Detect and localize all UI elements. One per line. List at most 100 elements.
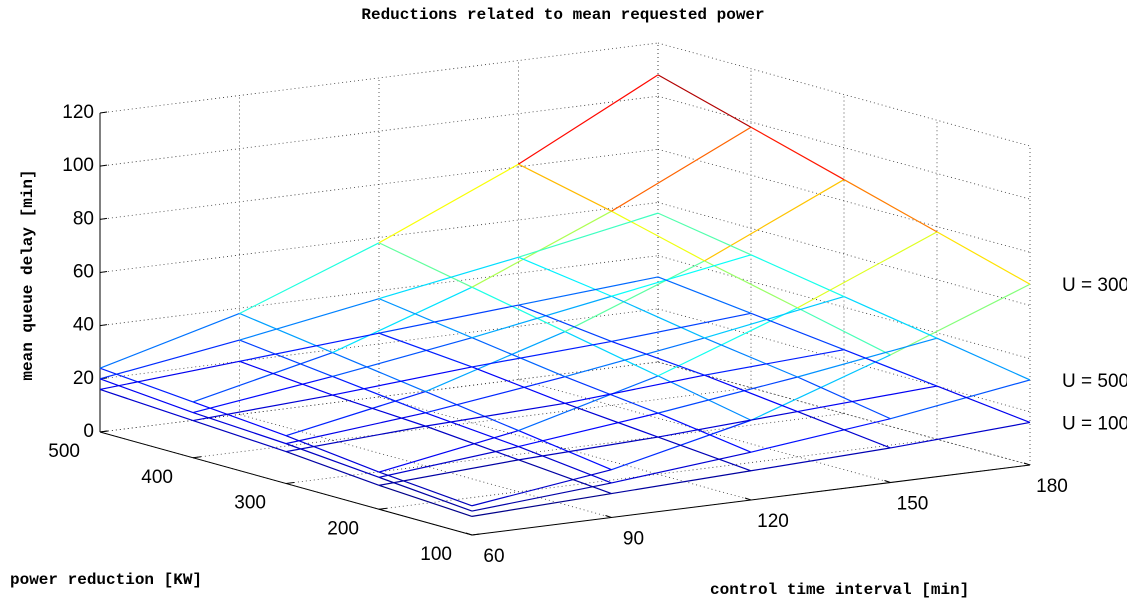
mesh-edge bbox=[704, 295, 845, 339]
mesh-edge bbox=[518, 430, 612, 471]
mesh-edge bbox=[750, 254, 845, 298]
mesh-edge bbox=[704, 337, 798, 378]
mesh-edge bbox=[797, 410, 891, 449]
mesh-edge bbox=[750, 447, 891, 472]
mesh-edge bbox=[518, 436, 659, 461]
z-tick-label: 120 bbox=[62, 102, 94, 123]
y-tick bbox=[378, 507, 388, 510]
mesh-edge bbox=[471, 340, 612, 368]
mesh-edge bbox=[704, 374, 798, 413]
mesh-edge bbox=[704, 179, 845, 262]
mesh-edge bbox=[611, 470, 752, 495]
mesh-edge bbox=[518, 412, 659, 448]
mesh-edge bbox=[843, 179, 938, 233]
mesh-edge bbox=[332, 337, 473, 378]
mesh-edge bbox=[936, 337, 1031, 381]
mesh-edge bbox=[192, 401, 287, 437]
mesh-edge bbox=[564, 337, 705, 378]
grid-line bbox=[192, 387, 752, 459]
mesh-edge bbox=[192, 419, 287, 453]
mesh-edge bbox=[518, 256, 612, 297]
mesh-edge bbox=[378, 304, 519, 334]
y-tick bbox=[471, 533, 481, 536]
mesh-edge bbox=[332, 375, 426, 414]
grid-line bbox=[657, 255, 1031, 360]
mesh-edge bbox=[704, 260, 798, 309]
mesh-edge bbox=[471, 295, 612, 339]
mesh-edge bbox=[611, 126, 752, 212]
mesh-edge bbox=[750, 126, 845, 181]
mesh-edge bbox=[99, 378, 194, 414]
mesh-edge bbox=[378, 242, 473, 288]
x-tick-label: 90 bbox=[623, 529, 644, 550]
mesh-edge bbox=[285, 390, 426, 437]
z-tick bbox=[99, 164, 108, 167]
y-tick-label: 400 bbox=[141, 467, 173, 488]
mesh-edge bbox=[471, 337, 566, 378]
mesh-edge bbox=[518, 276, 659, 306]
mesh-edge bbox=[99, 388, 194, 422]
x-tick-label: 150 bbox=[897, 494, 929, 515]
mesh-edge bbox=[425, 376, 566, 414]
y-tick-label: 300 bbox=[234, 493, 266, 514]
mesh-edge bbox=[378, 484, 473, 517]
z-tick bbox=[99, 324, 108, 327]
mesh-edge bbox=[657, 412, 752, 453]
chart-title: Reductions related to mean requested pow… bbox=[361, 6, 764, 24]
mesh-edge bbox=[704, 349, 845, 376]
z-tick bbox=[99, 111, 108, 114]
y-tick-label: 200 bbox=[327, 518, 359, 539]
mesh-edge bbox=[378, 163, 519, 244]
x-tick bbox=[884, 480, 891, 483]
mesh-edge bbox=[378, 332, 473, 368]
mesh-edge bbox=[518, 304, 612, 343]
mesh-edge bbox=[843, 349, 938, 387]
x-axis-label: control time interval [min] bbox=[710, 581, 969, 599]
x-tick bbox=[1023, 462, 1031, 466]
mesh-edge bbox=[611, 295, 705, 339]
mesh-edge bbox=[890, 379, 1031, 420]
mesh-edge bbox=[99, 339, 240, 380]
mesh-edge bbox=[471, 286, 566, 333]
mesh-edge bbox=[936, 385, 1031, 424]
mesh-edge bbox=[611, 210, 705, 262]
z-tick-label: 80 bbox=[73, 208, 94, 229]
grid-line bbox=[99, 361, 659, 433]
mesh-edge bbox=[518, 375, 659, 432]
mesh-edge bbox=[471, 469, 612, 507]
mesh-edge bbox=[239, 360, 333, 396]
mesh-edge bbox=[425, 425, 519, 461]
mesh-edge bbox=[239, 339, 333, 378]
y-tick bbox=[192, 456, 202, 459]
z-tick-label: 100 bbox=[62, 155, 94, 176]
grid-line bbox=[285, 413, 845, 484]
grid-line bbox=[99, 255, 659, 327]
mesh-edge bbox=[611, 312, 752, 343]
mesh-edge bbox=[471, 366, 566, 404]
mesh-edge bbox=[239, 242, 380, 315]
y-axis-label: power reduction [KW] bbox=[10, 571, 202, 589]
mesh-edge bbox=[657, 410, 798, 438]
mesh-edge bbox=[564, 330, 659, 377]
series-label: U = 5000 bbox=[1062, 371, 1127, 392]
mesh-edge bbox=[657, 307, 798, 377]
mesh-edge bbox=[192, 411, 287, 445]
mesh-edge bbox=[239, 312, 333, 354]
mesh-edge bbox=[192, 394, 333, 422]
mesh-edge bbox=[99, 312, 240, 369]
grid-line bbox=[657, 42, 1031, 147]
mesh-edge bbox=[564, 374, 705, 404]
x-tick-label: 180 bbox=[1036, 476, 1068, 497]
y-tick-label: 100 bbox=[420, 544, 452, 565]
x-tick bbox=[744, 497, 752, 501]
mesh-edge bbox=[425, 412, 519, 448]
grid-line bbox=[378, 438, 938, 510]
mesh-edge bbox=[425, 391, 519, 432]
grid-line bbox=[99, 148, 659, 220]
mesh-edge bbox=[332, 366, 473, 396]
mesh-edge bbox=[657, 74, 752, 128]
z-axis-label: mean queue delay [min] bbox=[19, 169, 37, 380]
mesh-edge bbox=[797, 231, 938, 309]
grid-line bbox=[99, 202, 659, 273]
